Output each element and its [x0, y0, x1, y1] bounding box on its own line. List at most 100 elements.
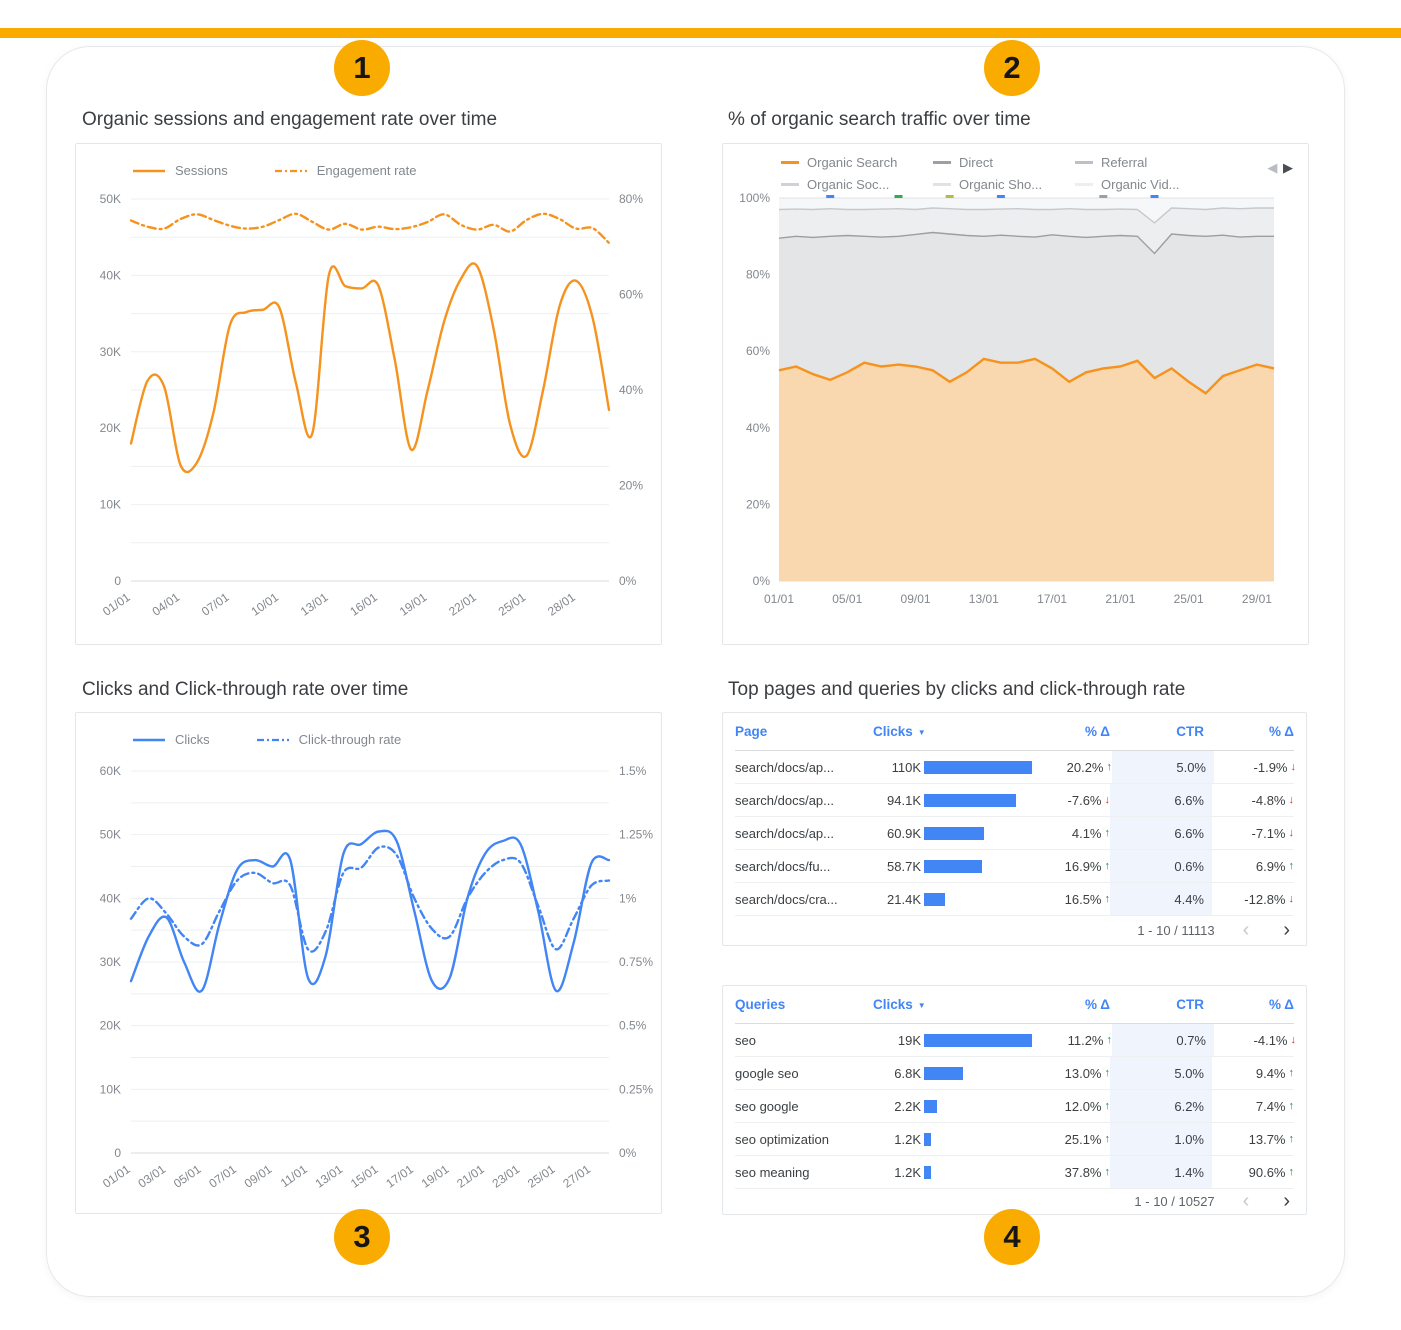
pages-pagination: 1 - 10 / 11113 ‹ › [735, 916, 1294, 945]
prev-page-icon: ‹ [1242, 1190, 1250, 1212]
sessions-chart[interactable]: 0 10K 20K 30K 40K 50K 0% 20% 40% 60% 80% 01/01 04/01… [76, 144, 661, 644]
x-axis-label: 21/01 [1105, 592, 1135, 606]
clicks-delta: 20.2% ↑ [1066, 759, 1112, 775]
y2-axis-label: 60% [619, 288, 643, 302]
boundary-line [778, 231, 1274, 255]
table-row[interactable]: seo google 2.2K 12.0% ↑ 6.2% 7.4% ↑ [735, 1090, 1294, 1123]
next-page-icon[interactable]: › [1283, 919, 1290, 941]
legend-item-organic-social[interactable]: Organic Soc... [781, 177, 933, 192]
series-line[interactable] [129, 212, 611, 245]
y-axis-label: 40K [100, 891, 121, 905]
legend-item-engagement-rate[interactable]: Engagement rate [274, 163, 416, 178]
clicks-value: 19K [897, 1032, 921, 1048]
table-row[interactable]: seo meaning 1.2K 37.8% ↑ 1.4% 90.6% ↑ [735, 1156, 1294, 1189]
ctr-delta: -12.8% ↓ [1244, 891, 1294, 907]
clicks-bar [924, 1099, 937, 1113]
point-mark [996, 195, 1005, 198]
step-badge-1: 1 [334, 40, 390, 96]
table-row[interactable]: search/docs/ap... 110K 20.2% ↑ 5.0% -1.9% ↓ [735, 751, 1296, 784]
clicks-chart[interactable]: 0 10K 20K 30K 40K 50K 60K 0% 0.25% 0.5% 0.75% 1% 1.2… [76, 713, 661, 1213]
column-header-clicks[interactable]: Clicks ▼ [858, 997, 1030, 1012]
down-arrow-icon: ↓ [1288, 827, 1295, 839]
clicks-value: 94.1K [887, 792, 921, 808]
sessions-chart-title: Organic sessions and engagement rate ove… [82, 109, 498, 130]
ctr-delta: 6.9% ↑ [1255, 858, 1294, 874]
column-header-queries[interactable]: Queries [735, 997, 786, 1012]
table-row[interactable]: google seo 6.8K 13.0% ↑ 5.0% 9.4% ↑ [735, 1057, 1294, 1090]
sessions-chart-panel: Sessions Engagement rate 0 10K 20K 30K 40K 50… [75, 143, 662, 645]
x-axis-label: 13/01 [313, 1162, 346, 1191]
row-label: google seo [735, 1065, 799, 1081]
clicks-bar-cell [921, 850, 1030, 882]
row-label: seo google [735, 1098, 799, 1114]
y-axis-label: 20% [746, 497, 770, 511]
series-line[interactable] [129, 262, 611, 474]
legend-item-click-through-rate[interactable]: Click-through rate [256, 732, 401, 747]
band-organic-search[interactable] [779, 358, 1274, 581]
queries-pagination: 1 - 10 / 10527 ‹ › [735, 1189, 1294, 1214]
y-axis-label: 0 [114, 574, 121, 588]
clicks-value: 21.4K [887, 891, 921, 907]
band-referral[interactable] [779, 208, 1274, 254]
table-row[interactable]: search/docs/cra... 21.4K 16.5% ↑ 4.4% -12.8% ↓ [735, 883, 1294, 916]
point-mark [1150, 195, 1159, 198]
clicks-chart-title: Clicks and Click-through rate over time [82, 679, 409, 700]
legend-item-organic-search[interactable]: Organic Search [781, 155, 933, 170]
x-axis-label: 19/01 [397, 590, 430, 619]
x-axis-label: 28/01 [545, 590, 578, 619]
clicks-bar [924, 1033, 1032, 1047]
up-arrow-icon: ↑ [1288, 1100, 1295, 1112]
traffic-stacked-chart[interactable]: 0% 20% 40% 60% 80% 100% 01/01 05/01 09/01 13/01 17… [723, 144, 1308, 644]
column-header-page[interactable]: Page [735, 724, 768, 739]
y2-axis-label: 0% [619, 574, 637, 588]
ctr-delta: 9.4% ↑ [1255, 1065, 1294, 1081]
legend-item-sessions[interactable]: Sessions [132, 163, 228, 178]
legend-item-organic-video[interactable]: Organic Vid... [1075, 177, 1231, 192]
series-line[interactable] [129, 845, 611, 953]
sort-desc-icon: ▼ [917, 1001, 926, 1010]
clicks-bar [924, 1165, 931, 1179]
legend-next-icon[interactable]: ▶ [1283, 160, 1294, 175]
band-direct[interactable] [779, 232, 1274, 394]
x-axis-label: 09/01 [242, 1162, 275, 1191]
table-row[interactable]: search/docs/ap... 94.1K -7.6% ↓ 6.6% -4.8% ↓ [735, 784, 1294, 817]
y-axis-label: 60K [100, 764, 121, 778]
table-row[interactable]: search/docs/ap... 60.9K 4.1% ↑ 6.6% -7.1% ↓ [735, 817, 1294, 850]
table-row[interactable]: search/docs/fu... 58.7K 16.9% ↑ 0.6% 6.9% ↑ [735, 850, 1294, 883]
column-header-clicks-delta[interactable]: % Δ [1085, 724, 1110, 739]
table-row[interactable]: seo 19K 11.2% ↑ 0.7% -4.1% ↓ [735, 1024, 1296, 1057]
column-header-ctr-delta[interactable]: % Δ [1269, 724, 1294, 739]
y-axis-label: 30K [100, 345, 121, 359]
column-header-ctr[interactable]: CTR [1176, 724, 1204, 739]
legend-prev-icon[interactable]: ◀ [1267, 160, 1279, 175]
clicks-value: 60.9K [887, 825, 921, 841]
y2-axis-label: 0.5% [619, 1019, 647, 1033]
table-row[interactable]: seo optimization 1.2K 25.1% ↑ 1.0% 13.7% ↑ [735, 1123, 1294, 1156]
organic-shopping-swatch [933, 183, 951, 186]
legend-item-clicks[interactable]: Clicks [132, 732, 210, 747]
ctr-value: 6.2% [1110, 1090, 1212, 1122]
down-arrow-icon: ↓ [1104, 794, 1111, 806]
x-axis-label: 17/01 [1037, 592, 1067, 606]
y2-axis-label: 20% [619, 479, 643, 493]
x-axis-label: 07/01 [206, 1162, 239, 1191]
legend-item-organic-shopping[interactable]: Organic Sho... [933, 177, 1075, 192]
direct-swatch [933, 161, 951, 164]
legend-item-referral[interactable]: Referral [1075, 155, 1231, 170]
y2-axis-label: 80% [619, 192, 643, 206]
clicks-delta: 37.8% ↑ [1064, 1164, 1110, 1180]
column-header-clicks-delta[interactable]: % Δ [1085, 997, 1110, 1012]
column-header-ctr[interactable]: CTR [1176, 997, 1204, 1012]
next-page-icon[interactable]: › [1283, 1190, 1290, 1212]
legend-item-direct[interactable]: Direct [933, 155, 1075, 170]
up-arrow-icon: ↑ [1104, 1133, 1111, 1145]
pagination-range: 1 - 10 / 10527 [1134, 1194, 1215, 1209]
prev-page-icon: ‹ [1242, 919, 1250, 941]
clicks-delta: -7.6% ↓ [1067, 792, 1111, 808]
column-header-ctr-delta[interactable]: % Δ [1269, 997, 1294, 1012]
y2-axis-label: 1.5% [619, 764, 647, 778]
clicks-legend: Clicks Click-through rate [132, 732, 401, 747]
y2-axis-label: 40% [619, 383, 643, 397]
column-header-clicks[interactable]: Clicks ▼ [858, 724, 1030, 739]
point-mark [826, 195, 835, 198]
